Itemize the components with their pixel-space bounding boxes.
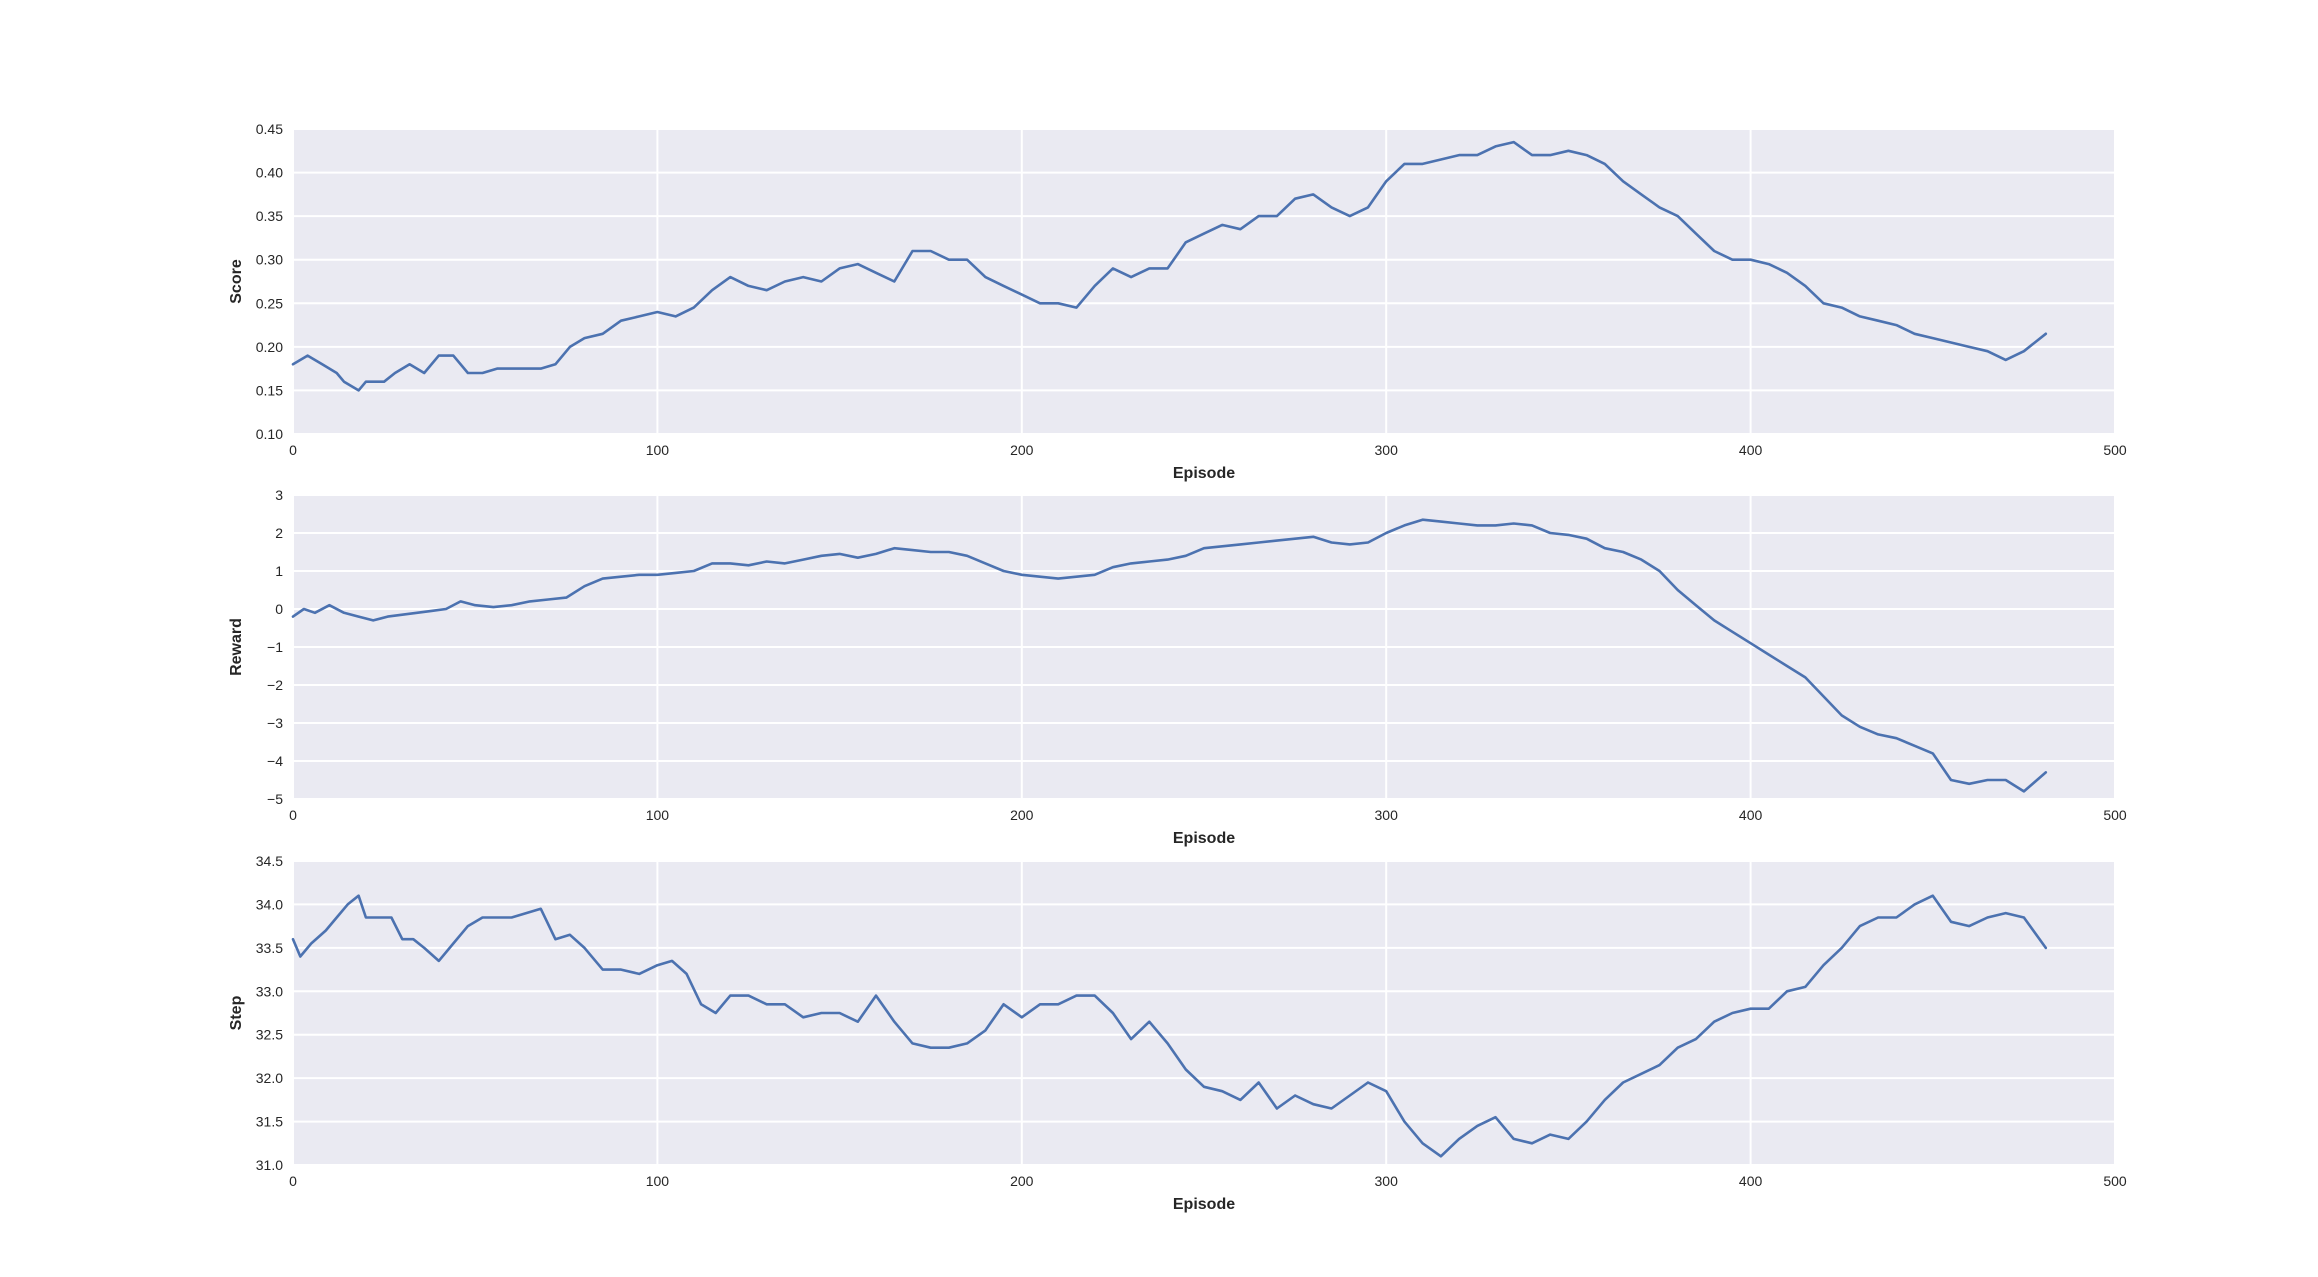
y-axis-label: Score (228, 259, 245, 304)
y-tick-label: 0.35 (256, 208, 283, 224)
y-tick-label: −4 (267, 753, 283, 769)
plot-background (293, 861, 2115, 1165)
x-tick-label: 100 (646, 807, 670, 823)
y-tick-label: 2 (275, 525, 283, 541)
x-axis-label: Episode (1173, 830, 1235, 847)
x-tick-label: 200 (1010, 442, 1034, 458)
panel-score: 0 100 200 300 400 500 0.10 0.15 0.20 0.25 0.30 0.35… (228, 121, 2127, 482)
panel-step: 0 100 200 300 400 500 31.0 31.5 32.0 32.5 33.0 33.5… (228, 853, 2127, 1213)
x-tick-label: 0 (289, 442, 297, 458)
x-tick-label: 500 (2103, 807, 2127, 823)
y-tick-label: −2 (267, 677, 283, 693)
x-tick-label: 500 (2103, 1173, 2127, 1189)
y-tick-label: 0.40 (256, 165, 283, 181)
x-tick-label: 300 (1375, 807, 1399, 823)
y-tick-label: 0.25 (256, 295, 283, 311)
series-line (291, 518, 2048, 793)
y-tick-label: −3 (267, 715, 283, 731)
y-axis-label: Reward (228, 618, 245, 676)
y-tick-label: 0.10 (256, 426, 283, 442)
x-tick-label: 200 (1010, 807, 1034, 823)
y-tick-label: 0.15 (256, 382, 283, 398)
y-tick-label: 34.5 (256, 853, 283, 869)
plot-background (293, 129, 2115, 434)
x-tick-label: 0 (289, 807, 297, 823)
y-tick-label: 31.0 (256, 1157, 283, 1173)
y-tick-label: 0.45 (256, 121, 283, 137)
y-tick-label: 1 (275, 563, 283, 579)
y-tick-label: 33.0 (256, 983, 283, 999)
y-tick-label: −5 (267, 791, 283, 807)
x-tick-label: 0 (289, 1173, 297, 1189)
series-line (291, 894, 2048, 1158)
y-tick-label: 3 (275, 487, 283, 503)
x-axis-label: Episode (1173, 1196, 1235, 1213)
x-axis-label: Episode (1173, 465, 1235, 482)
y-tick-label: 31.5 (256, 1114, 283, 1130)
x-tick-label: 200 (1010, 1173, 1034, 1189)
y-tick-label: 0 (275, 601, 283, 617)
x-tick-label: 100 (646, 1173, 670, 1189)
y-tick-label: 32.5 (256, 1027, 283, 1043)
series-line (291, 140, 2048, 392)
x-tick-label: 100 (646, 442, 670, 458)
panel-reward: 0 100 200 300 400 500 −5 −4 −3 −2 −1 0 1 2 3 Episode Rew… (228, 487, 2127, 847)
y-axis-label: Step (228, 995, 245, 1030)
x-tick-label: 400 (1739, 442, 1763, 458)
x-tick-label: 400 (1739, 807, 1763, 823)
y-tick-label: 34.0 (256, 896, 283, 912)
x-tick-label: 400 (1739, 1173, 1763, 1189)
x-tick-label: 300 (1375, 442, 1399, 458)
x-tick-label: 300 (1375, 1173, 1399, 1189)
y-tick-label: 32.0 (256, 1070, 283, 1086)
x-tick-label: 500 (2103, 442, 2127, 458)
y-tick-label: 0.20 (256, 339, 283, 355)
y-tick-label: 0.30 (256, 252, 283, 268)
y-tick-label: −1 (267, 639, 283, 655)
y-tick-label: 33.5 (256, 940, 283, 956)
